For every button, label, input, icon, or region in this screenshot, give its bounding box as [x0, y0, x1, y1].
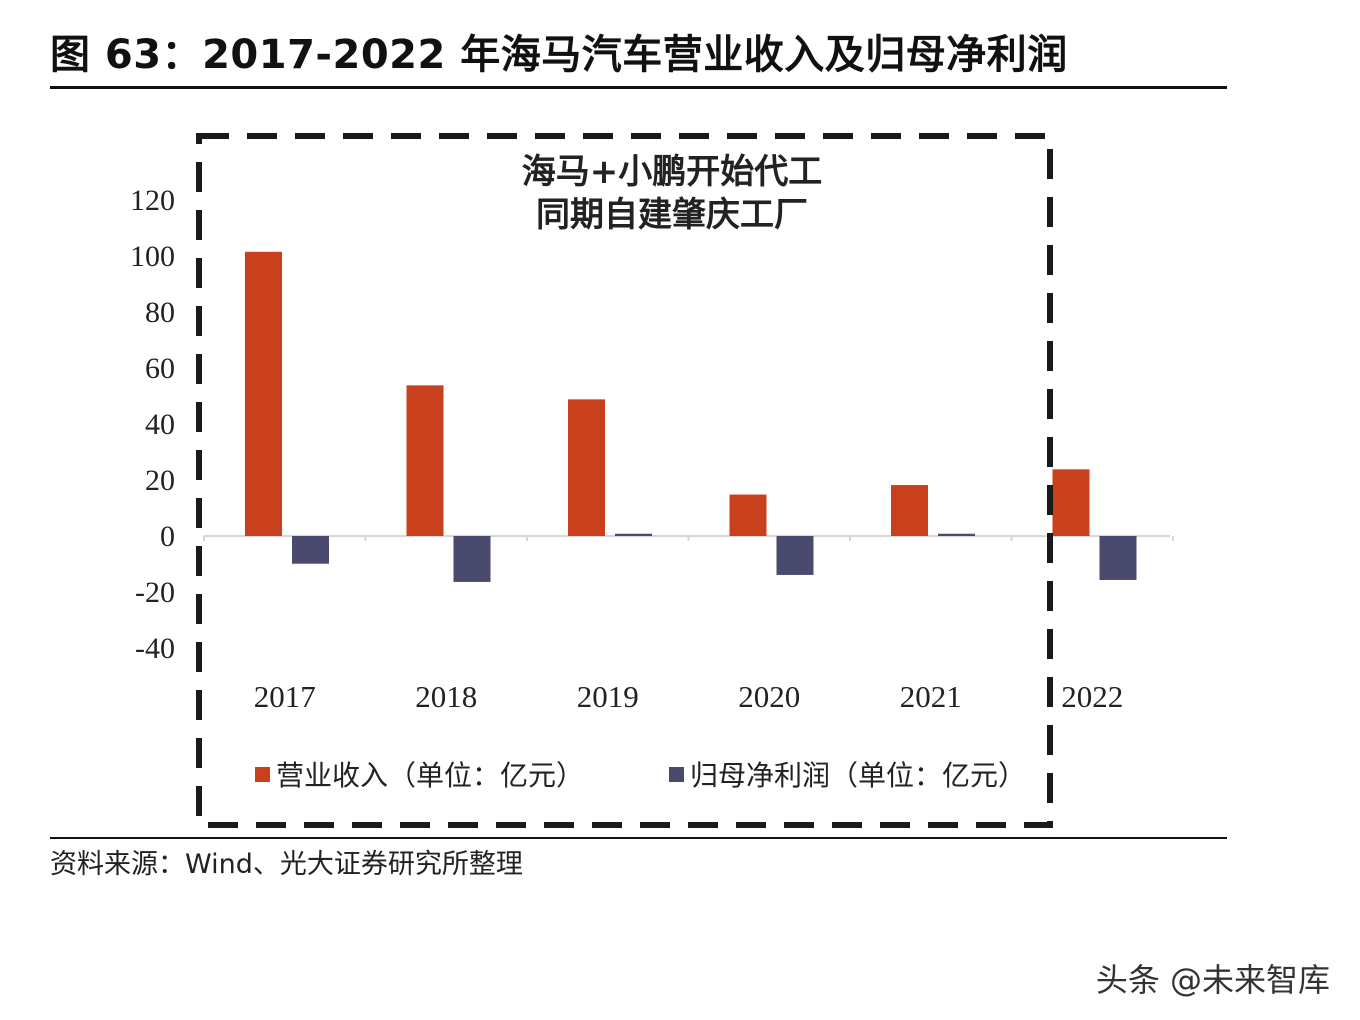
watermark: 头条 @未来智库 [1095, 961, 1330, 999]
figure-title: 图 63：2017-2022 年海马汽车营业收入及归母净利润 [50, 32, 1068, 78]
legend-label-revenue: 营业收入（单位：亿元） [276, 759, 585, 792]
revenue-bar-2018 [406, 385, 444, 536]
revenue-bar-2021 [891, 485, 928, 536]
bottom-rule [50, 837, 1227, 839]
revenue-bar-2022 [1052, 469, 1090, 536]
y-axis-ticks: 120 100 80 60 40 20 0 -20 -40 [130, 184, 175, 665]
y-tick-label: 80 [145, 296, 175, 329]
y-tick-label: 120 [130, 184, 175, 217]
x-tick-label-2017: 2017 [254, 679, 316, 714]
legend-swatch-revenue [255, 766, 270, 782]
y-tick-label: -40 [135, 632, 175, 665]
source-note: 资料来源：Wind、光大证券研究所整理 [50, 849, 523, 880]
net-profit-bar-2021 [938, 533, 975, 536]
y-tick-label: -20 [135, 576, 175, 609]
annotation-line-1: 海马+小鹏开始代工 [522, 152, 823, 192]
zero-axis [203, 535, 1174, 541]
x-tick-label-2019: 2019 [577, 679, 639, 714]
x-axis-labels: 2017 2018 2019 2020 2021 2022 [254, 679, 1124, 714]
net-profit-bar-2018 [453, 536, 491, 582]
legend-item-revenue: 营业收入（单位：亿元） [255, 754, 584, 794]
annotation-line-2: 同期自建肇庆工厂 [536, 195, 808, 235]
highlight-dashed-box [196, 133, 1053, 828]
x-tick-label-2022: 2022 [1061, 679, 1123, 714]
net-profit-bar-2017 [292, 536, 329, 564]
y-tick-label: 0 [160, 520, 175, 553]
bars [245, 251, 1137, 582]
x-tick-label-2018: 2018 [415, 679, 477, 714]
legend-label-net-profit: 归母净利润（单位：亿元） [690, 759, 1027, 792]
revenue-bar-2019 [568, 399, 605, 536]
legend-item-net-profit: 归母净利润（单位：亿元） [669, 754, 1026, 794]
x-tick-label-2021: 2021 [900, 679, 962, 714]
legend-swatch-net-profit [669, 766, 684, 782]
y-tick-label: 20 [145, 464, 175, 497]
y-tick-label: 100 [130, 240, 175, 273]
y-tick-label: 60 [145, 352, 175, 385]
net-profit-bar-2022 [1099, 536, 1137, 580]
y-tick-label: 40 [145, 408, 175, 441]
revenue-bar-2017 [245, 251, 282, 537]
net-profit-bar-2019 [615, 533, 652, 536]
revenue-bar-2020 [729, 494, 767, 536]
top-rule [50, 86, 1227, 89]
net-profit-bar-2020 [776, 536, 814, 575]
x-tick-label-2020: 2020 [738, 679, 800, 714]
